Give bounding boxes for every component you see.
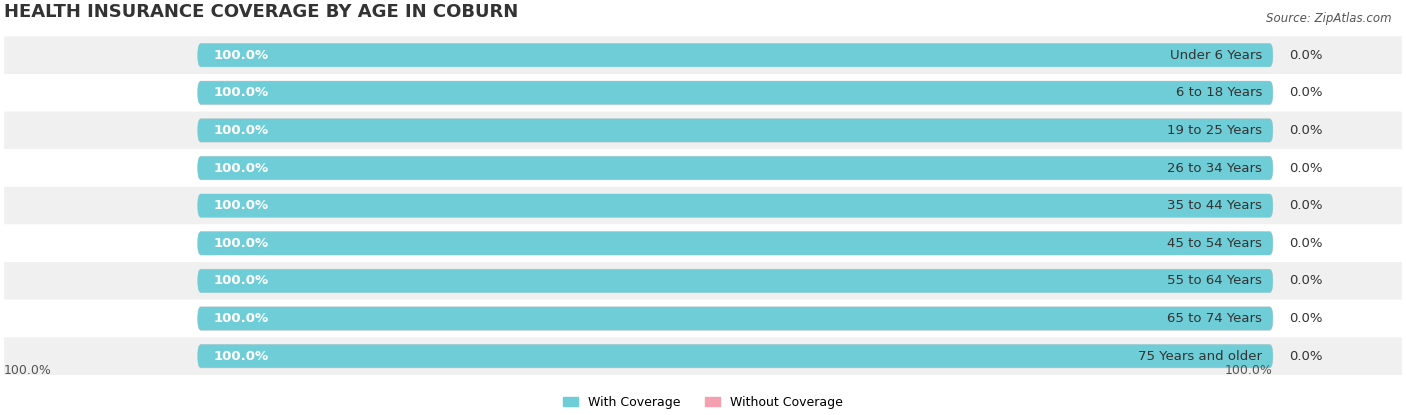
FancyBboxPatch shape [198,194,1272,217]
FancyBboxPatch shape [198,307,1272,330]
Text: Source: ZipAtlas.com: Source: ZipAtlas.com [1267,12,1392,25]
Text: 100.0%: 100.0% [4,364,52,377]
FancyBboxPatch shape [198,81,1272,105]
Text: 100.0%: 100.0% [214,161,269,175]
FancyBboxPatch shape [198,307,1272,330]
FancyBboxPatch shape [198,232,1272,255]
FancyBboxPatch shape [198,119,1272,142]
FancyBboxPatch shape [198,156,1272,180]
FancyBboxPatch shape [4,337,1402,375]
FancyBboxPatch shape [4,300,1402,337]
Text: 0.0%: 0.0% [1289,274,1323,288]
FancyBboxPatch shape [4,112,1402,149]
Text: 45 to 54 Years: 45 to 54 Years [1167,237,1263,250]
FancyBboxPatch shape [198,269,1272,293]
Text: HEALTH INSURANCE COVERAGE BY AGE IN COBURN: HEALTH INSURANCE COVERAGE BY AGE IN COBU… [4,3,519,21]
Text: 0.0%: 0.0% [1289,199,1323,212]
Text: 65 to 74 Years: 65 to 74 Years [1167,312,1263,325]
Text: 100.0%: 100.0% [1225,364,1272,377]
FancyBboxPatch shape [198,344,1272,368]
Text: 0.0%: 0.0% [1289,237,1323,250]
Text: 35 to 44 Years: 35 to 44 Years [1167,199,1263,212]
Text: 0.0%: 0.0% [1289,312,1323,325]
Text: 75 Years and older: 75 Years and older [1137,350,1263,363]
Text: 100.0%: 100.0% [214,274,269,288]
Text: 0.0%: 0.0% [1289,86,1323,99]
Text: 100.0%: 100.0% [214,350,269,363]
FancyBboxPatch shape [198,119,1272,142]
FancyBboxPatch shape [4,37,1402,74]
Text: 100.0%: 100.0% [214,49,269,62]
FancyBboxPatch shape [198,269,1272,293]
FancyBboxPatch shape [198,44,1272,67]
Text: 0.0%: 0.0% [1289,124,1323,137]
Text: 0.0%: 0.0% [1289,161,1323,175]
Text: 100.0%: 100.0% [214,86,269,99]
Text: 100.0%: 100.0% [214,312,269,325]
FancyBboxPatch shape [198,232,1272,255]
FancyBboxPatch shape [198,194,1272,217]
Text: 55 to 64 Years: 55 to 64 Years [1167,274,1263,288]
FancyBboxPatch shape [4,149,1402,187]
Text: 100.0%: 100.0% [214,199,269,212]
FancyBboxPatch shape [4,262,1402,300]
FancyBboxPatch shape [198,344,1272,368]
Legend: With Coverage, Without Coverage: With Coverage, Without Coverage [558,391,848,414]
Text: 0.0%: 0.0% [1289,49,1323,62]
Text: 26 to 34 Years: 26 to 34 Years [1167,161,1263,175]
FancyBboxPatch shape [4,187,1402,225]
Text: 19 to 25 Years: 19 to 25 Years [1167,124,1263,137]
Text: 0.0%: 0.0% [1289,350,1323,363]
Text: 6 to 18 Years: 6 to 18 Years [1175,86,1263,99]
Text: Under 6 Years: Under 6 Years [1170,49,1263,62]
FancyBboxPatch shape [4,225,1402,262]
FancyBboxPatch shape [198,156,1272,180]
FancyBboxPatch shape [198,81,1272,105]
FancyBboxPatch shape [198,44,1272,67]
Text: 100.0%: 100.0% [214,237,269,250]
Text: 100.0%: 100.0% [214,124,269,137]
FancyBboxPatch shape [4,74,1402,112]
